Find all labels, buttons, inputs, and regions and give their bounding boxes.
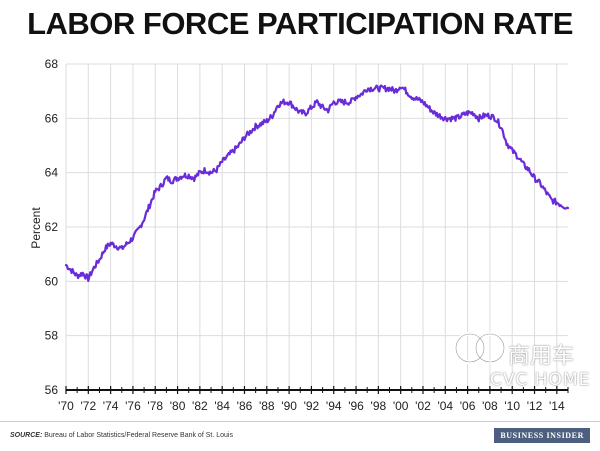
source-line: SOURCE: Bureau of Labor Statistics/Feder… — [10, 432, 233, 439]
y-tick-label: 68 — [45, 57, 59, 71]
y-tick-label: 62 — [45, 220, 59, 234]
x-tick-label: '90 — [281, 399, 297, 413]
x-tick-label: '12 — [527, 399, 543, 413]
y-tick-label: 60 — [45, 274, 59, 288]
chart-title: LABOR FORCE PARTICIPATION RATE — [27, 6, 573, 41]
x-tick-label: '72 — [80, 399, 96, 413]
x-tick-label: '78 — [147, 399, 163, 413]
x-tick-label: '96 — [348, 399, 364, 413]
y-tick-labels: 56 58 60 62 64 66 68 — [45, 57, 59, 397]
x-tick-label: '06 — [460, 399, 476, 413]
x-tick-label: '74 — [103, 399, 119, 413]
series — [64, 84, 570, 282]
y-tick-label: 56 — [45, 383, 59, 397]
y-tick-label: 58 — [45, 329, 59, 343]
x-tick-label: '88 — [259, 399, 275, 413]
x-tick-label: '84 — [214, 399, 230, 413]
x-tick-labels: '70 '72 '74 '76 '78 '80 '82 '84 '86 '88 '90 '92 '94 '… — [58, 399, 565, 413]
y-axis-label: Percent — [29, 207, 43, 249]
brand-logo[interactable]: BUSINESS INSIDER — [494, 428, 590, 443]
y-tick-label: 64 — [45, 166, 59, 180]
source-label: SOURCE: — [10, 432, 43, 439]
x-tick-label: '04 — [437, 399, 453, 413]
x-tick-label: '70 — [58, 399, 74, 413]
y-tick-label: 66 — [45, 111, 59, 125]
series-line — [64, 84, 570, 282]
x-tick-label: '14 — [549, 399, 565, 413]
x-tick-label: '80 — [170, 399, 186, 413]
x-tick-label: '94 — [326, 399, 342, 413]
x-tick-label: '98 — [371, 399, 387, 413]
footer: SOURCE: Bureau of Labor Statistics/Feder… — [0, 421, 600, 451]
source-text: Bureau of Labor Statistics/Federal Reser… — [44, 432, 233, 439]
x-tick-label: '92 — [304, 399, 320, 413]
x-tick-label: '10 — [504, 399, 520, 413]
axes — [65, 386, 569, 394]
x-tick-label: '08 — [482, 399, 498, 413]
x-tick-label: '02 — [415, 399, 431, 413]
x-tick-label: '00 — [393, 399, 409, 413]
x-tick-label: '86 — [237, 399, 253, 413]
x-tick-label: '82 — [192, 399, 208, 413]
x-tick-label: '76 — [125, 399, 141, 413]
